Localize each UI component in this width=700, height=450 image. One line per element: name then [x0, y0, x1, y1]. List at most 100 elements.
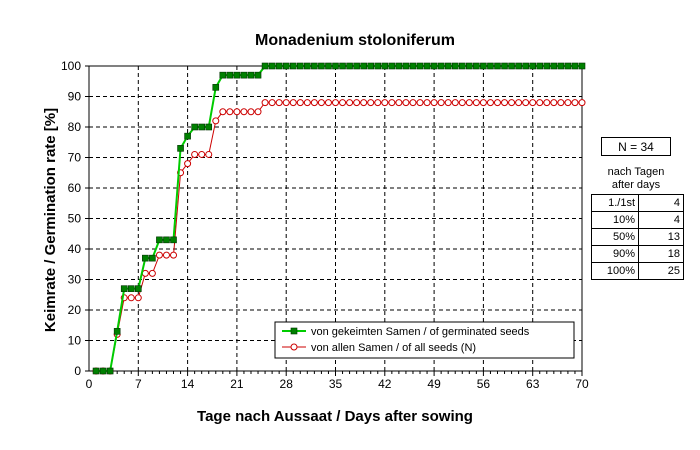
data-point-all [219, 108, 227, 116]
chart-title: Monadenium stoloniferum [255, 32, 455, 49]
data-point-all [191, 150, 199, 158]
grid-lines [89, 66, 582, 371]
data-point-germinated [282, 62, 290, 70]
data-point-all [261, 99, 269, 107]
x-tick-label: 35 [329, 377, 343, 391]
data-point-all [472, 99, 480, 107]
data-point-all [184, 160, 192, 168]
y-tick-label: 60 [68, 181, 82, 195]
data-point-all [268, 99, 276, 107]
data-point-all [346, 99, 354, 107]
x-tick-label: 49 [427, 377, 441, 391]
row-label: 10% [591, 211, 639, 229]
data-point-germinated [494, 62, 501, 70]
days-table: 1./1st 4 10% 4 50% 13 90% 18 100% 25 [591, 194, 684, 280]
data-point-germinated [409, 62, 417, 70]
data-point-germinated [423, 62, 431, 70]
legend-label-germinated: von gekeimten Samen / of germinated seed… [311, 326, 530, 338]
data-point-germinated [381, 62, 389, 70]
y-tick-label: 30 [68, 273, 82, 287]
data-point-germinated [261, 62, 269, 70]
data-point-germinated [416, 62, 424, 70]
data-point-all [423, 99, 431, 107]
data-point-all [127, 294, 135, 302]
data-point-all [550, 99, 558, 107]
data-point-germinated [106, 367, 114, 375]
data-point-all [353, 99, 361, 107]
y-tick-label: 100 [61, 59, 81, 73]
data-point-germinated [536, 62, 544, 70]
y-tick-label: 80 [68, 120, 82, 134]
row-value: 4 [638, 194, 684, 212]
y-tick-label: 40 [68, 242, 82, 256]
data-point-germinated [522, 62, 529, 70]
data-point-all [148, 269, 156, 277]
data-point-germinated [353, 62, 360, 70]
legend-label-all: von allen Samen / of all seeds (N) [311, 342, 476, 354]
data-point-all [444, 99, 452, 107]
x-tick-label: 56 [477, 377, 491, 391]
table-row: 10% 4 [591, 211, 684, 229]
summary-panel: N = 34 nach Tagen after days 1./1st 4 10… [588, 137, 684, 280]
data-point-all [522, 99, 530, 107]
data-point-all [458, 99, 466, 107]
series-line-germinated [96, 65, 582, 372]
data-point-germinated [318, 62, 325, 70]
data-point-germinated [177, 145, 184, 152]
data-point-germinated [184, 132, 191, 140]
row-value: 13 [638, 228, 684, 246]
data-point-germinated [346, 62, 353, 70]
data-point-all [247, 108, 255, 116]
data-point-germinated [198, 123, 205, 131]
data-point-all [339, 99, 347, 107]
days-heading-german: nach Tagen [607, 166, 665, 178]
data-point-all [360, 99, 368, 107]
series-layer [92, 62, 586, 375]
data-point-germinated [466, 62, 473, 70]
data-point-all [254, 108, 262, 116]
row-label: 100% [591, 262, 639, 280]
y-tick-label: 0 [74, 364, 81, 378]
data-point-germinated [487, 62, 494, 70]
x-tick-label: 7 [135, 377, 142, 391]
x-tick-label: 28 [280, 377, 294, 391]
data-point-germinated [247, 71, 255, 79]
data-point-all [451, 99, 459, 107]
data-point-germinated [120, 285, 128, 292]
data-point-germinated [388, 62, 396, 70]
legend-box [274, 321, 575, 359]
data-point-germinated [289, 62, 297, 70]
data-point-all [557, 99, 565, 107]
data-point-germinated [550, 62, 558, 70]
y-tick-label: 70 [68, 151, 82, 165]
y-tick-label: 50 [68, 212, 82, 226]
data-point-germinated [127, 285, 135, 292]
x-axis-label: Tage nach Aussaat / Days after sowing [197, 408, 473, 425]
data-point-all [409, 99, 417, 107]
data-point-all [170, 251, 178, 259]
data-point-germinated [156, 236, 163, 244]
data-point-all [303, 99, 311, 107]
legend-marker-all [290, 343, 298, 351]
table-row: 1./1st 4 [591, 194, 684, 212]
data-point-all [515, 99, 523, 107]
data-point-all [332, 99, 339, 107]
x-tick-label: 0 [86, 377, 93, 391]
sample-size-box: N = 34 [601, 137, 671, 156]
table-row: 50% 13 [591, 228, 684, 246]
data-point-all [437, 99, 445, 107]
data-point-germinated [395, 62, 403, 70]
y-tick-label: 20 [68, 303, 82, 317]
data-point-germinated [325, 62, 332, 70]
days-heading: nach Tagen after days [588, 166, 684, 192]
data-point-germinated [268, 62, 276, 70]
data-point-all [155, 251, 163, 259]
data-point-germinated [226, 71, 234, 79]
data-point-all [486, 99, 494, 107]
row-label: 50% [591, 228, 639, 246]
data-point-germinated [374, 62, 382, 70]
data-point-germinated [163, 236, 170, 244]
data-point-germinated [240, 71, 248, 79]
row-value: 4 [638, 211, 684, 229]
